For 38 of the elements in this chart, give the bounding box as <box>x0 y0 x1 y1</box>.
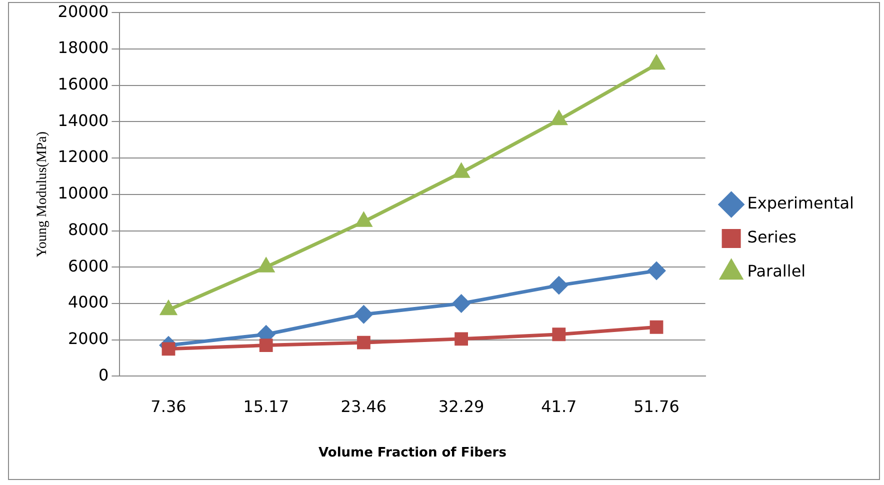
y-tick-label: 14000 <box>58 110 109 130</box>
point <box>357 336 370 350</box>
legend-label: Parallel <box>747 262 806 281</box>
point <box>648 262 666 280</box>
point <box>453 164 470 178</box>
y-tick-label: 16000 <box>58 74 109 94</box>
y-tick-label: 4000 <box>68 292 109 312</box>
point <box>356 212 372 227</box>
y-tick-label: 2000 <box>68 328 109 348</box>
point <box>259 338 273 352</box>
point <box>160 301 176 316</box>
y-tick-label: 18000 <box>58 38 109 58</box>
x-tick-label: 32.29 <box>438 396 484 416</box>
x-axis-title: Volume Fraction of Fibers <box>318 446 507 461</box>
point <box>550 276 568 294</box>
point <box>551 111 567 126</box>
point <box>552 328 566 342</box>
y-axis-title: Young Modulus(MPa) <box>35 131 50 258</box>
legend-label: Experimental <box>747 194 854 213</box>
legend-label: Series <box>747 228 797 247</box>
x-tick-label: 41.7 <box>541 396 577 416</box>
point <box>354 306 372 324</box>
point <box>650 320 664 334</box>
point <box>162 342 176 356</box>
y-tick-label: 6000 <box>68 256 109 276</box>
y-tick-label: 0 <box>98 365 109 384</box>
x-tick-label: 15.17 <box>243 396 290 416</box>
x-tick-label: 51.76 <box>634 396 680 416</box>
x-tick-label: 23.46 <box>340 396 387 416</box>
y-tick-label: 10000 <box>58 184 109 203</box>
point <box>452 294 470 312</box>
x-tick-label: 7.36 <box>150 396 186 416</box>
y-tick-label: 20000 <box>58 2 109 21</box>
point <box>648 56 664 70</box>
point <box>454 332 468 346</box>
y-tick-label: 8000 <box>68 220 109 239</box>
point <box>258 258 274 272</box>
y-tick-label: 12000 <box>58 147 109 166</box>
